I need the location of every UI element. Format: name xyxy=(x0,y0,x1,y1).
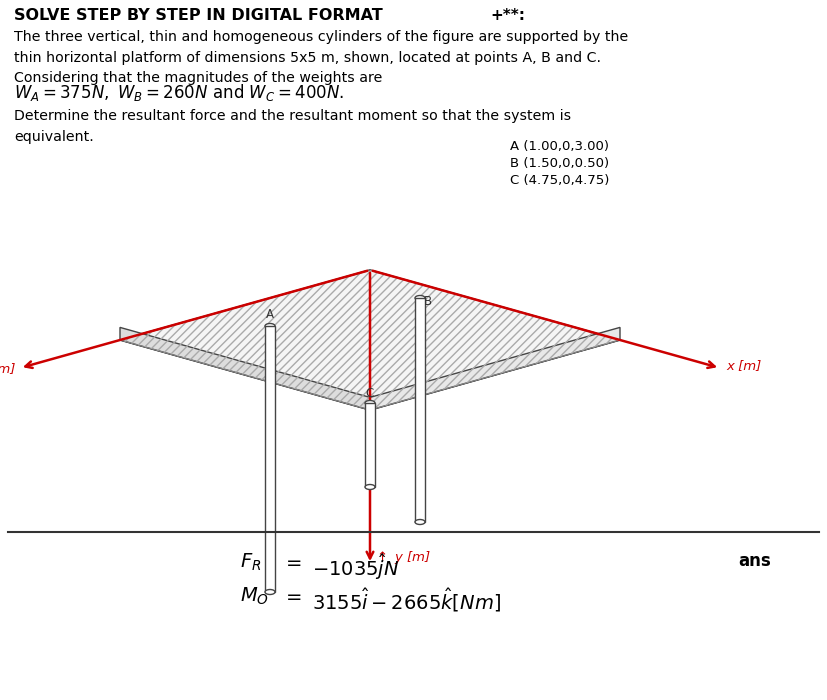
Ellipse shape xyxy=(365,484,375,489)
Text: $-1035\hat{j}N$: $-1035\hat{j}N$ xyxy=(312,552,399,582)
Text: B: B xyxy=(424,295,432,308)
Ellipse shape xyxy=(415,519,425,524)
Text: +**:: +**: xyxy=(490,8,525,23)
Ellipse shape xyxy=(265,323,275,328)
Text: Determine the resultant force and the resultant moment so that the system is
equ: Determine the resultant force and the re… xyxy=(14,109,571,144)
Text: $\uparrow$ y [m]: $\uparrow$ y [m] xyxy=(374,549,431,566)
Text: The three vertical, thin and homogeneous cylinders of the figure are supported b: The three vertical, thin and homogeneous… xyxy=(14,30,629,85)
Text: $W_A = 375N,\ W_B = 260N\ \mathrm{and}\ W_C = 400N.$: $W_A = 375N,\ W_B = 260N\ \mathrm{and}\ … xyxy=(14,82,344,103)
Polygon shape xyxy=(370,328,620,410)
Text: A: A xyxy=(266,308,274,321)
Text: $F_R$: $F_R$ xyxy=(240,552,261,573)
Ellipse shape xyxy=(415,295,425,300)
Polygon shape xyxy=(265,326,275,592)
Text: ans: ans xyxy=(739,552,772,570)
Polygon shape xyxy=(365,403,375,487)
Text: $=$: $=$ xyxy=(282,552,302,571)
Ellipse shape xyxy=(365,400,375,405)
Text: $=$: $=$ xyxy=(282,586,302,605)
Text: C: C xyxy=(366,387,374,400)
Text: B (1.50,0,0.50): B (1.50,0,0.50) xyxy=(510,157,609,170)
Text: A (1.00,0,3.00): A (1.00,0,3.00) xyxy=(510,140,609,153)
Text: SOLVE STEP BY STEP IN DIGITAL FORMAT: SOLVE STEP BY STEP IN DIGITAL FORMAT xyxy=(14,8,383,23)
Polygon shape xyxy=(120,270,620,410)
Polygon shape xyxy=(120,328,370,410)
Text: z [m]: z [m] xyxy=(0,362,15,375)
Text: x [m]: x [m] xyxy=(726,360,761,372)
Text: $M_O$: $M_O$ xyxy=(240,586,269,608)
Ellipse shape xyxy=(265,589,275,594)
Text: C (4.75,0,4.75): C (4.75,0,4.75) xyxy=(510,174,609,187)
Polygon shape xyxy=(415,298,425,522)
Text: $3155\hat{i} - 2665\hat{k}[Nm]$: $3155\hat{i} - 2665\hat{k}[Nm]$ xyxy=(312,586,501,614)
